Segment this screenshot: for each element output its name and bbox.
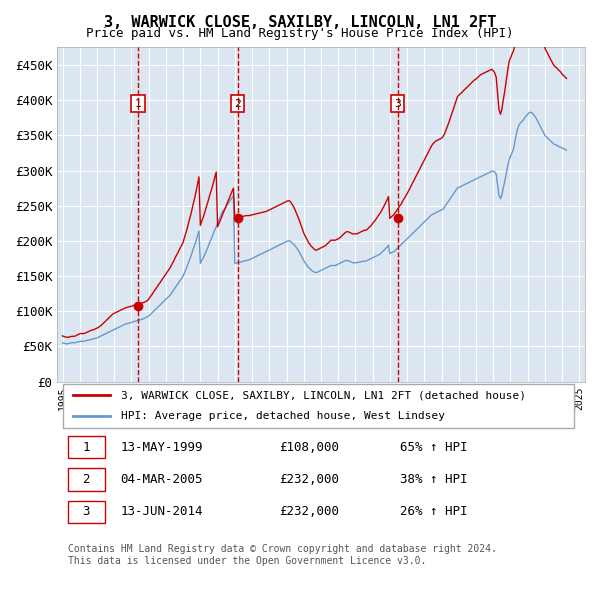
- FancyBboxPatch shape: [68, 468, 105, 491]
- Text: 26% ↑ HPI: 26% ↑ HPI: [400, 505, 467, 519]
- FancyBboxPatch shape: [62, 384, 574, 428]
- Text: 65% ↑ HPI: 65% ↑ HPI: [400, 441, 467, 454]
- Text: 3: 3: [394, 99, 401, 109]
- Text: 04-MAR-2005: 04-MAR-2005: [121, 473, 203, 486]
- Text: £232,000: £232,000: [279, 505, 339, 519]
- Text: 2: 2: [83, 473, 90, 486]
- Text: 1: 1: [83, 441, 90, 454]
- Text: 13-JUN-2014: 13-JUN-2014: [121, 505, 203, 519]
- Text: 1: 1: [134, 99, 141, 109]
- Text: 38% ↑ HPI: 38% ↑ HPI: [400, 473, 467, 486]
- Text: 2: 2: [235, 99, 241, 109]
- Text: 13-MAY-1999: 13-MAY-1999: [121, 441, 203, 454]
- Text: £108,000: £108,000: [279, 441, 339, 454]
- Text: Price paid vs. HM Land Registry's House Price Index (HPI): Price paid vs. HM Land Registry's House …: [86, 27, 514, 40]
- FancyBboxPatch shape: [68, 436, 105, 458]
- Text: 3: 3: [83, 505, 90, 519]
- FancyBboxPatch shape: [68, 501, 105, 523]
- Text: HPI: Average price, detached house, West Lindsey: HPI: Average price, detached house, West…: [121, 411, 445, 421]
- Text: £232,000: £232,000: [279, 473, 339, 486]
- Text: 3, WARWICK CLOSE, SAXILBY, LINCOLN, LN1 2FT (detached house): 3, WARWICK CLOSE, SAXILBY, LINCOLN, LN1 …: [121, 390, 526, 400]
- Text: Contains HM Land Registry data © Crown copyright and database right 2024.
This d: Contains HM Land Registry data © Crown c…: [68, 544, 497, 566]
- Text: 3, WARWICK CLOSE, SAXILBY, LINCOLN, LN1 2FT: 3, WARWICK CLOSE, SAXILBY, LINCOLN, LN1 …: [104, 15, 496, 30]
